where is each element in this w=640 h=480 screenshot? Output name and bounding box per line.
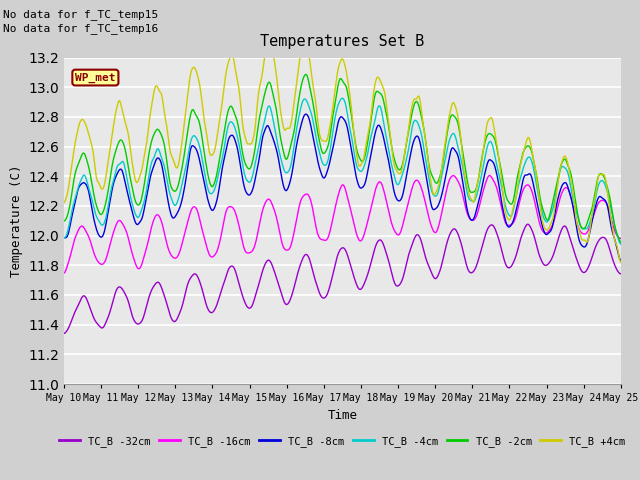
TC_B -4cm (551, 196, 559, 202)
TC_B -32cm (60, 331, 68, 336)
TC_B -2cm (184, 128, 191, 133)
TC_B +4cm (502, 212, 509, 217)
TC_B -8cm (551, 210, 559, 216)
TC_B -16cm (551, 215, 559, 220)
Text: WP_met: WP_met (75, 72, 116, 83)
TC_B +4cm (246, 141, 254, 147)
TC_B -8cm (502, 219, 509, 225)
TC_B -4cm (60, 235, 68, 240)
TC_B -8cm (246, 192, 254, 197)
TC_B -16cm (617, 236, 625, 241)
TC_B -4cm (339, 96, 346, 101)
TC_B +4cm (184, 91, 191, 97)
TC_B -2cm (617, 239, 625, 245)
TC_B -16cm (170, 255, 178, 261)
TC_B -16cm (246, 250, 254, 255)
TC_B -4cm (429, 192, 437, 197)
TC_B -8cm (184, 163, 191, 169)
Line: TC_B -16cm: TC_B -16cm (64, 176, 621, 273)
TC_B -32cm (184, 281, 191, 287)
TC_B -16cm (429, 227, 436, 232)
TC_B -8cm (170, 215, 178, 220)
TC_B -32cm (502, 261, 509, 266)
Line: TC_B +4cm: TC_B +4cm (64, 40, 621, 263)
TC_B -2cm (170, 188, 178, 194)
TC_B +4cm (617, 260, 625, 265)
TC_B +4cm (170, 160, 178, 166)
TC_B -2cm (246, 166, 254, 171)
TC_B -32cm (524, 221, 532, 227)
TC_B -8cm (617, 257, 625, 263)
TC_B -4cm (170, 202, 178, 208)
TC_B -16cm (184, 219, 191, 225)
TC_B +4cm (60, 200, 68, 205)
TC_B -4cm (246, 179, 254, 185)
TC_B +4cm (429, 191, 437, 196)
Line: TC_B -32cm: TC_B -32cm (64, 224, 621, 334)
TC_B -32cm (551, 247, 559, 252)
TC_B -32cm (617, 271, 625, 277)
TC_B -4cm (617, 241, 625, 247)
TC_B -2cm (502, 193, 509, 199)
TC_B -2cm (551, 189, 559, 194)
TC_B -16cm (502, 221, 509, 227)
TC_B -32cm (246, 305, 254, 311)
TC_B -4cm (184, 154, 191, 160)
X-axis label: Time: Time (328, 408, 357, 421)
Line: TC_B -2cm: TC_B -2cm (64, 74, 621, 242)
Text: No data for f_TC_temp16: No data for f_TC_temp16 (3, 23, 159, 34)
TC_B -2cm (60, 218, 68, 224)
Y-axis label: Temperature (C): Temperature (C) (10, 165, 22, 277)
TC_B -32cm (429, 273, 436, 278)
Line: TC_B -4cm: TC_B -4cm (64, 98, 621, 244)
TC_B -32cm (170, 319, 178, 324)
TC_B +4cm (301, 37, 309, 43)
Line: TC_B -8cm: TC_B -8cm (64, 114, 621, 260)
Title: Temperatures Set B: Temperatures Set B (260, 35, 424, 49)
TC_B -8cm (429, 206, 437, 212)
TC_B -16cm (486, 173, 493, 179)
TC_B +4cm (551, 202, 559, 208)
TC_B -4cm (502, 204, 509, 210)
TC_B -16cm (60, 270, 68, 276)
TC_B -8cm (60, 235, 68, 240)
TC_B -8cm (302, 111, 310, 117)
TC_B -2cm (429, 175, 437, 181)
TC_B -2cm (302, 72, 310, 77)
Legend: TC_B -32cm, TC_B -16cm, TC_B -8cm, TC_B -4cm, TC_B -2cm, TC_B +4cm: TC_B -32cm, TC_B -16cm, TC_B -8cm, TC_B … (55, 432, 630, 451)
Text: No data for f_TC_temp15: No data for f_TC_temp15 (3, 9, 159, 20)
